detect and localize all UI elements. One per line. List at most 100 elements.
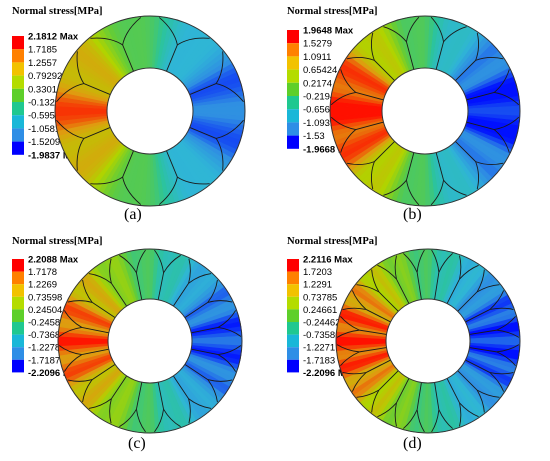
legend-label: -0.73682 xyxy=(28,330,66,341)
panel-caption: (c) xyxy=(128,435,146,452)
legend-label: 0.24661 xyxy=(303,305,337,316)
legend-swatch xyxy=(12,359,24,373)
legend-swatch xyxy=(12,49,24,63)
panel-d: Normal stress[MPa] 2.2116 Max 1.7203 1.229… xyxy=(275,230,550,460)
inner-bore xyxy=(381,67,469,155)
legend-swatch xyxy=(287,259,299,272)
legend-swatch xyxy=(287,135,299,149)
legend-label: 1.0911 xyxy=(303,52,331,63)
legend-label: 2.1812 Max xyxy=(28,32,79,43)
legend-label: 1.7203 xyxy=(303,267,332,278)
legend-label: -1.2271 xyxy=(303,343,335,354)
legend-label: -0.65628 xyxy=(303,105,341,116)
legend-label: 1.7178 xyxy=(28,267,57,278)
legend-label: 0.33016 xyxy=(28,84,62,95)
legend-label: -1.9668 Min xyxy=(303,144,354,155)
legend-swatch xyxy=(12,334,24,348)
legend-swatch xyxy=(287,334,299,348)
legend-label: -1.0581 xyxy=(28,124,60,135)
legend-label: -0.73586 xyxy=(303,330,341,341)
legend-swatch xyxy=(287,322,299,335)
rib-pattern xyxy=(56,17,244,205)
legend-label: -2.2096 Min xyxy=(28,368,79,379)
legend-label: 1.2557 xyxy=(28,58,57,69)
panel-title: Normal stress[MPa] xyxy=(287,236,378,247)
legend-label: -1.53 xyxy=(303,131,325,142)
legend-swatch xyxy=(12,102,24,116)
legend-label: -1.7183 xyxy=(303,355,335,366)
legend-swatch xyxy=(12,88,24,102)
legend-label: 1.2291 xyxy=(303,280,332,291)
legend-swatch xyxy=(287,309,299,322)
legend-label: 1.2269 xyxy=(28,280,57,291)
legend-label: -1.5209 xyxy=(28,137,60,148)
panel-title: Normal stress[MPa] xyxy=(287,6,378,17)
legend-swatch xyxy=(12,75,24,89)
legend-swatch xyxy=(287,359,299,373)
rib-pattern xyxy=(336,249,520,433)
legend-swatch xyxy=(12,36,24,50)
outer-rim xyxy=(329,15,521,207)
stress-plot-b: 1.9648 Max 1.5279 1.0911 0.65424 0.2174 -0.21… xyxy=(287,15,521,207)
inner-bore xyxy=(385,298,471,384)
rib-pattern xyxy=(330,16,520,206)
legend-label: 1.9648 Max xyxy=(303,26,354,37)
panel-caption: (d) xyxy=(403,435,422,452)
panel-b: Normal stress[MPa] 1.9648 Max 1.5279 1.091… xyxy=(275,0,550,230)
stress-plot-a: 2.1812 Max 1.7185 1.2557 0.79292 0.33016 -0.1… xyxy=(12,15,246,207)
legend-label: -1.7187 xyxy=(28,355,60,366)
legend-swatch xyxy=(287,347,299,360)
legend-swatch xyxy=(12,309,24,322)
legend-swatch xyxy=(12,347,24,360)
legend-swatch xyxy=(12,271,24,285)
legend-label: 0.65424 xyxy=(303,65,337,76)
legend: 2.1812 Max 1.7185 1.2557 0.79292 0.33016 -0.1… xyxy=(12,32,79,161)
legend-label: -1.2278 xyxy=(28,343,60,354)
legend-label: 0.2174 xyxy=(303,78,332,89)
panel-caption: (a) xyxy=(124,206,142,223)
legend-label: 2.2088 Max xyxy=(28,255,79,266)
legend-swatch xyxy=(287,284,299,297)
inner-bore xyxy=(107,298,193,384)
legend-swatch xyxy=(12,62,24,76)
legend-label: -0.13261 xyxy=(28,98,66,109)
legend-swatch xyxy=(287,122,299,136)
legend-label: -2.2096 Min xyxy=(303,368,354,379)
legend-swatch xyxy=(287,43,299,57)
legend-label: 0.73598 xyxy=(28,292,62,303)
outer-rim xyxy=(54,15,246,207)
legend-swatch xyxy=(12,322,24,335)
panel-title: Normal stress[MPa] xyxy=(12,6,103,17)
legend-label: -0.21944 xyxy=(303,92,341,103)
legend-swatch xyxy=(287,30,299,44)
inner-bore xyxy=(106,67,194,155)
legend-swatch xyxy=(287,56,299,70)
legend-label: 0.79292 xyxy=(28,71,62,82)
outer-rim xyxy=(335,248,521,434)
stress-ring xyxy=(329,15,521,207)
legend-swatch xyxy=(287,82,299,96)
legend-swatch xyxy=(287,109,299,123)
legend-swatch xyxy=(287,271,299,285)
legend-swatch xyxy=(12,284,24,297)
panel-caption: (b) xyxy=(403,206,422,223)
legend-label: -0.24462 xyxy=(303,318,341,329)
legend-swatch xyxy=(287,69,299,83)
legend-label: 1.7185 xyxy=(28,45,57,56)
legend-label: -1.9837 Min xyxy=(28,150,79,161)
legend-swatch xyxy=(287,96,299,110)
legend-label: 0.24504 xyxy=(28,305,62,316)
rib-pattern xyxy=(58,249,242,433)
legend-swatch xyxy=(287,296,299,310)
legend: 1.9648 Max 1.5279 1.0911 0.65424 0.2174 -0.21… xyxy=(287,26,354,155)
legend-swatch xyxy=(12,296,24,310)
legend-swatch xyxy=(12,259,24,272)
legend-label: 2.2116 Max xyxy=(303,255,353,266)
legend-swatch xyxy=(12,141,24,155)
legend-label: 0.73785 xyxy=(303,292,337,303)
outer-rim xyxy=(57,248,243,434)
